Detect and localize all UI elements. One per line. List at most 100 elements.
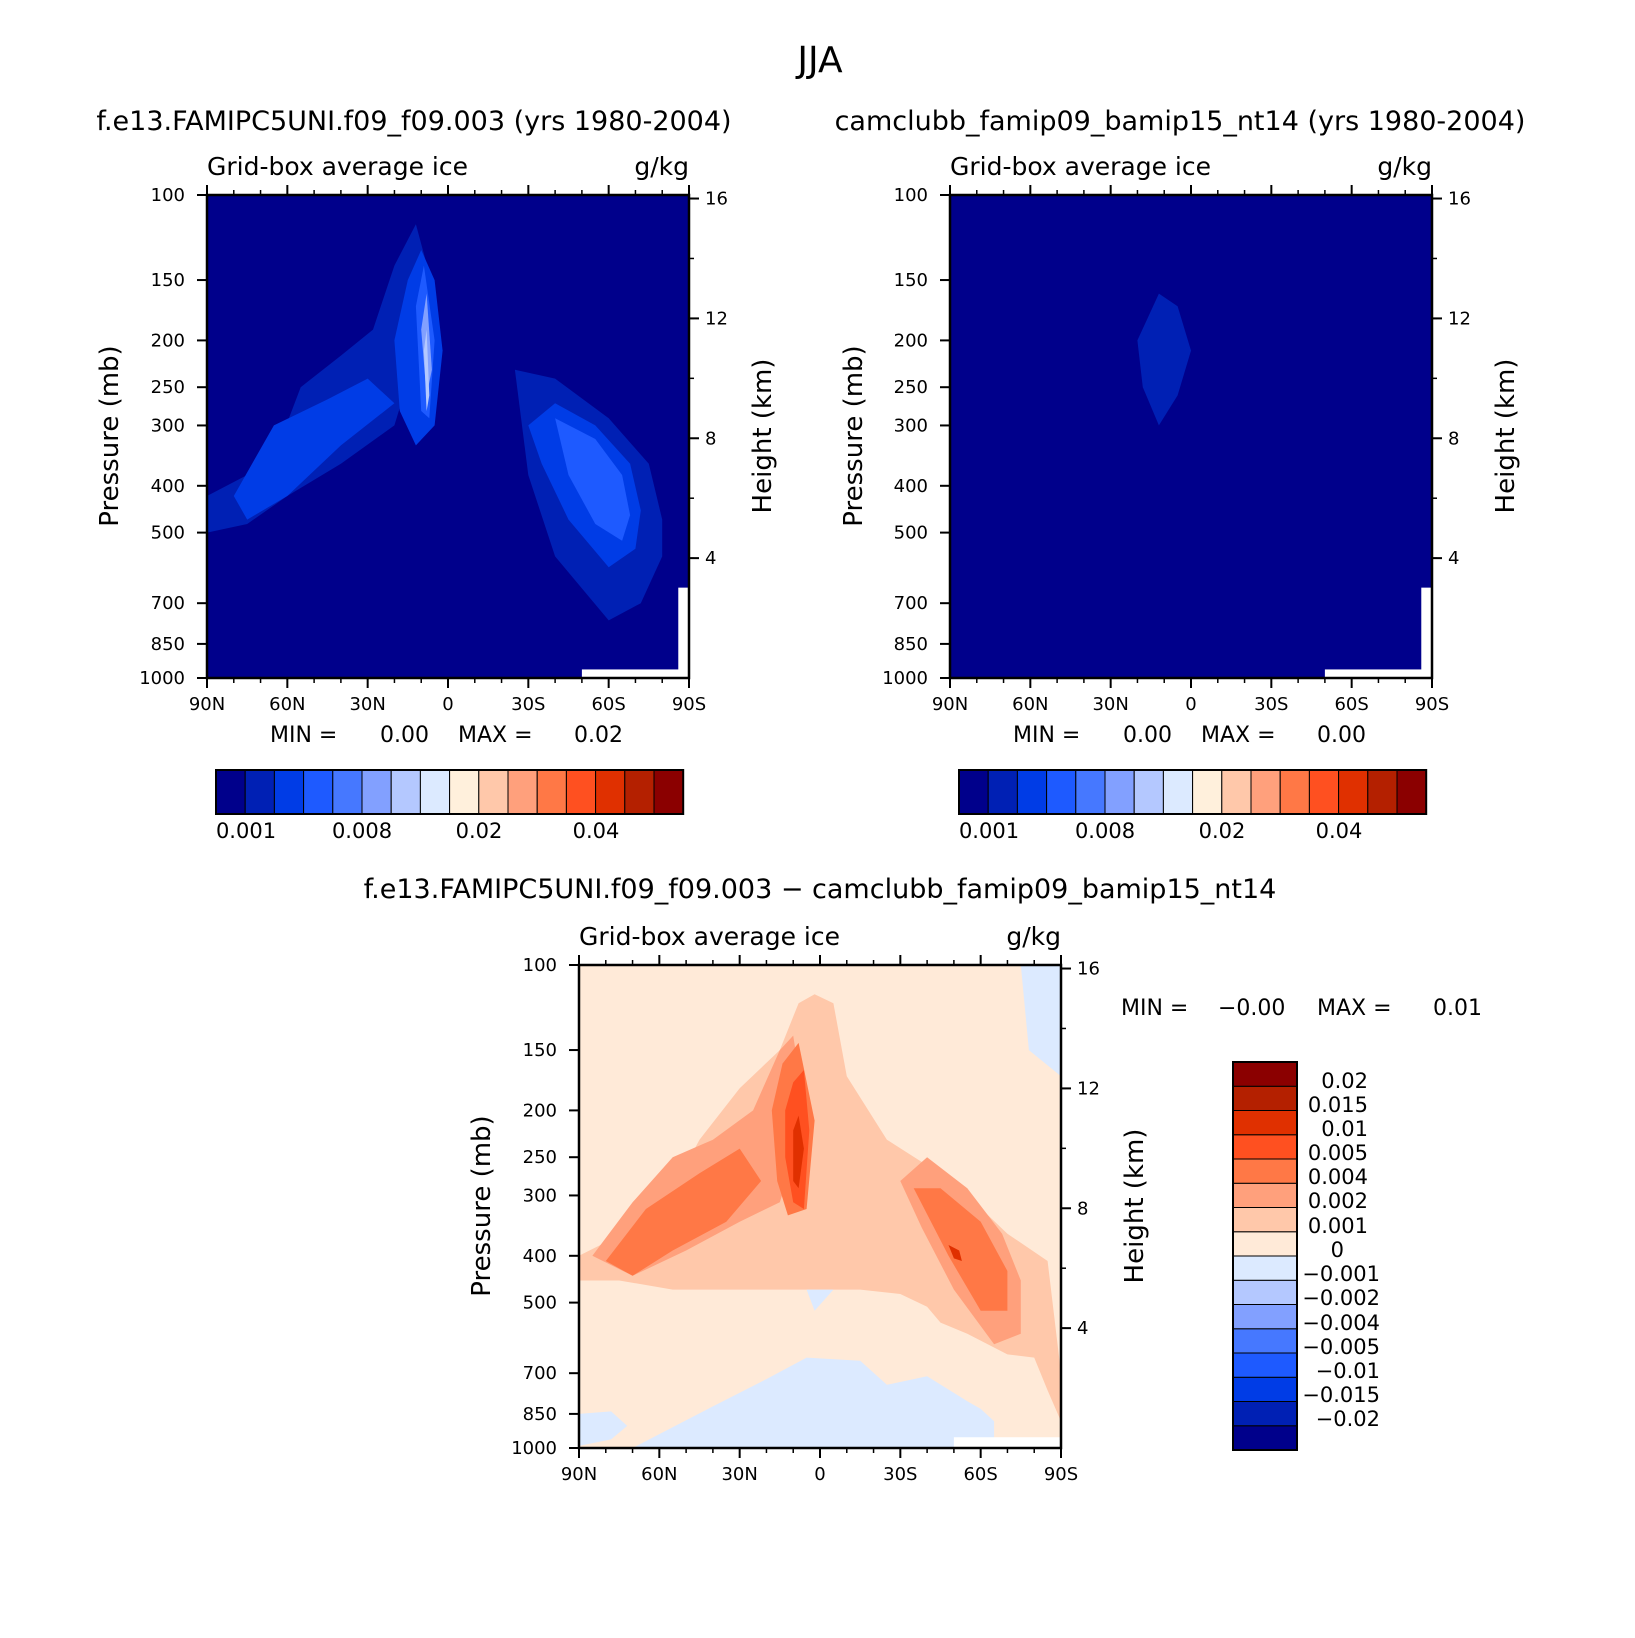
y2-axis-label: Height (km) <box>1491 359 1521 514</box>
colorbar-frame <box>215 769 685 815</box>
x-tick-label: 90N <box>561 1464 597 1485</box>
colorbar-swatch <box>1162 769 1194 815</box>
colorbar-label: 0.005 <box>1308 1141 1368 1165</box>
missing-data-region <box>953 1437 1061 1448</box>
colorbar-swatch <box>1221 769 1252 815</box>
colorbar-label: 0.01 <box>1321 1117 1368 1141</box>
missing-data-region <box>1421 587 1432 678</box>
contour-field <box>950 195 1432 678</box>
colorbar-swatch <box>595 769 626 815</box>
y2-tick-label: 12 <box>1448 308 1471 329</box>
min-label: MIN = <box>270 723 337 748</box>
contour-region <box>632 1357 995 1448</box>
colorbar-label: 0.02 <box>1199 819 1246 843</box>
y-tick-label: 300 <box>151 415 185 436</box>
y2-axis-label: Height (km) <box>1120 1129 1150 1284</box>
colorbar-swatch <box>1232 1376 1298 1402</box>
colorbar-label: 0.04 <box>1316 819 1363 843</box>
colorbar-swatch <box>449 769 480 815</box>
x-tick-label: 30S <box>511 694 545 715</box>
missing-data-region <box>678 587 689 678</box>
colorbar-label: 0.004 <box>1308 1165 1368 1189</box>
y2-tick-label: 4 <box>705 548 716 569</box>
contour-region <box>207 224 435 533</box>
axes: 90N 60N 30N 0 30S 60S 90S 100 150 200 250 300 400 500… <box>139 185 728 715</box>
y-axis-label: Pressure (mb) <box>467 1115 497 1296</box>
colorbar-swatch <box>1046 769 1077 815</box>
colorbar-swatch <box>1232 1231 1298 1257</box>
colorbar-label: 0.008 <box>332 819 392 843</box>
colorbar-swatch <box>1016 769 1048 815</box>
y2-axis-label: Height (km) <box>748 359 778 514</box>
max-label: MAX = <box>458 723 533 748</box>
y-tick-label: 150 <box>523 1040 557 1061</box>
colorbar-swatch <box>1232 1158 1298 1184</box>
min-label: MIN = <box>1013 723 1080 748</box>
colorbar-swatch <box>361 769 392 815</box>
colorbar-swatch <box>1308 769 1340 815</box>
x-tick-label: 60N <box>641 1464 677 1485</box>
y-tick-label: 1000 <box>882 668 928 689</box>
y2-tick-label: 8 <box>1077 1198 1088 1219</box>
x-tick-label: 0 <box>442 694 453 715</box>
colorbar-label: 0.008 <box>1075 819 1135 843</box>
colorbar-swatch <box>1104 769 1135 815</box>
y-tick-label: 500 <box>151 523 185 544</box>
contour-background <box>950 195 1432 678</box>
y2-tick-label: 4 <box>1448 548 1459 569</box>
y-tick-label: 200 <box>151 330 185 351</box>
colorbar-label: −0.015 <box>1302 1383 1380 1407</box>
colorbar-label: −0.004 <box>1302 1311 1380 1335</box>
colorbar-swatch <box>1250 769 1281 815</box>
y-tick-label: 250 <box>894 377 928 398</box>
min-value: −0.00 <box>1218 996 1285 1021</box>
missing-data-region <box>1324 669 1432 678</box>
y-tick-label: 700 <box>523 1363 557 1384</box>
variable-label: Grid-box average ice <box>579 922 840 951</box>
x-tick-label: 60S <box>963 1464 997 1485</box>
x-tick-label: 60S <box>1334 694 1368 715</box>
colorbar-swatch <box>244 769 275 815</box>
contour-region <box>579 1411 628 1446</box>
contour-field <box>207 195 689 678</box>
min-max-label: MIN = 0.00 MAX = 0.02 <box>270 723 623 748</box>
colorbar: 0.001 0.008 0.02 0.04 <box>215 769 685 843</box>
contour-region <box>605 1148 762 1276</box>
units-label: g/kg <box>634 152 689 181</box>
contour-region <box>913 1188 1008 1311</box>
x-tick-label: 90N <box>189 694 225 715</box>
y-tick-label: 300 <box>894 415 928 436</box>
axes: 90N 60N 30N 0 30S 60S 90S 100 150 200 250 300 400 500… <box>882 185 1471 715</box>
x-tick-label: 30N <box>721 1464 757 1485</box>
colorbar-swatch <box>1192 769 1223 815</box>
x-tick-label: 0 <box>814 1464 825 1485</box>
y-tick-label: 300 <box>523 1185 557 1206</box>
colorbar-swatch <box>332 769 363 815</box>
y-tick-label: 200 <box>894 330 928 351</box>
variable-label: Grid-box average ice <box>207 152 468 181</box>
colorbar-swatch <box>1232 1352 1298 1378</box>
colorbar-swatch <box>1279 769 1310 815</box>
colorbar-swatch <box>303 769 334 815</box>
x-tick-label: 90S <box>1044 1464 1078 1485</box>
colorbar-swatch <box>1232 1085 1298 1111</box>
colorbar-frame <box>958 769 1428 815</box>
case-title: f.e13.FAMIPC5UNI.f09_f09.003 − camclubb_… <box>364 874 1277 905</box>
y-tick-label: 250 <box>151 377 185 398</box>
colorbar-label: −0.002 <box>1302 1286 1380 1310</box>
colorbar-swatch <box>536 769 567 815</box>
x-tick-label: 90S <box>1415 694 1449 715</box>
variable-label: Grid-box average ice <box>950 152 1211 181</box>
x-tick-label: 90N <box>932 694 968 715</box>
colorbar-label: 0.04 <box>573 819 620 843</box>
y-tick-label: 400 <box>894 476 928 497</box>
x-tick-label: 60N <box>1012 694 1048 715</box>
y2-tick-label: 16 <box>1448 189 1471 210</box>
colorbar-label: −0.01 <box>1316 1359 1380 1383</box>
units-label: g/kg <box>1377 152 1432 181</box>
y-axis-label: Pressure (mb) <box>95 345 125 526</box>
min-value: 0.00 <box>380 723 429 748</box>
colorbar-swatch <box>1232 1207 1298 1233</box>
panel-control: f.e13.FAMIPC5UNI.f09_f09.003 (yrs 1980-2… <box>95 106 778 843</box>
